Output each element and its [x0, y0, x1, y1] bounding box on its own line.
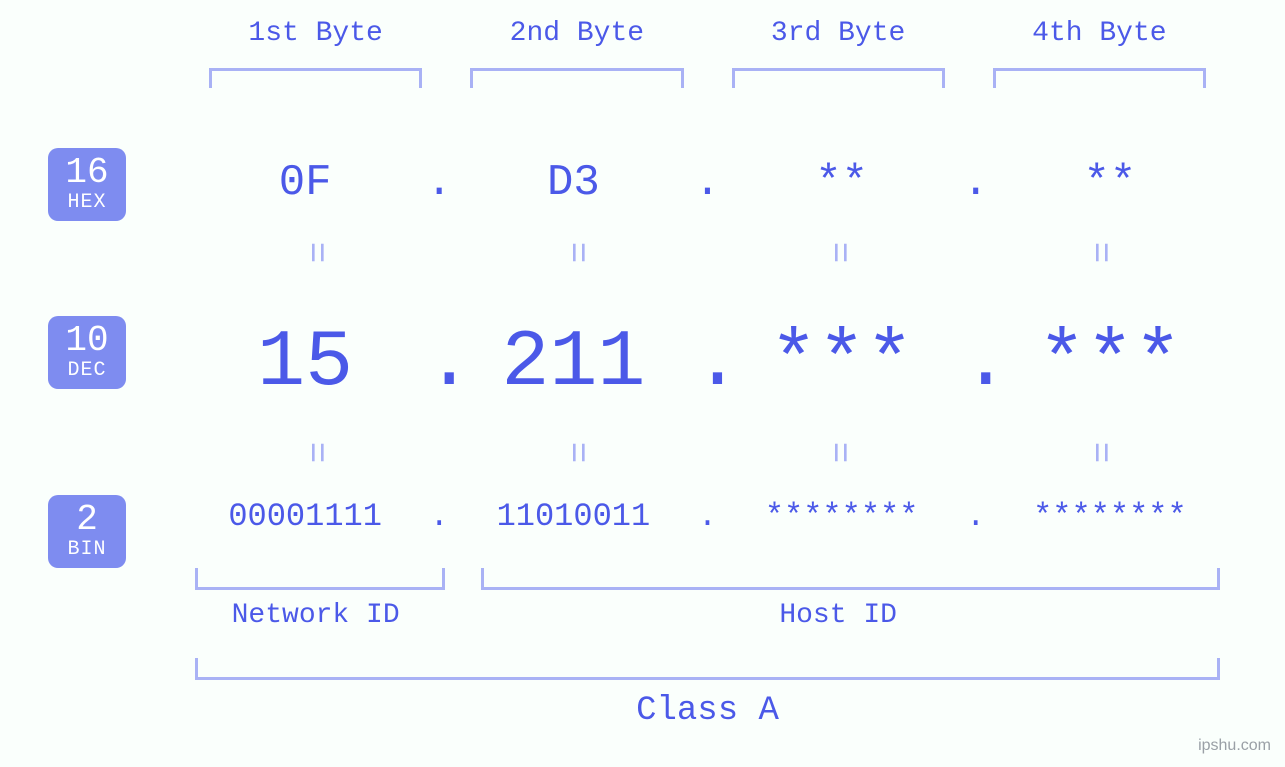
- bin-byte-2: 11010011: [453, 498, 693, 535]
- base-num-dec: 10: [48, 322, 126, 360]
- base-num-bin: 2: [48, 501, 126, 539]
- bracket-network: [195, 568, 445, 590]
- bracket-byte-4: [993, 68, 1206, 88]
- label-class: Class A: [185, 692, 1230, 730]
- dot-icon: .: [694, 158, 722, 208]
- equals-row-1: = = = =: [185, 232, 1230, 273]
- top-brackets: [185, 68, 1230, 98]
- dot-icon: .: [962, 318, 990, 409]
- network-host-labels: Network ID Host ID: [185, 600, 1230, 631]
- base-abbr-hex: HEX: [48, 192, 126, 213]
- label-network-id: Network ID: [185, 600, 446, 631]
- byte-header-2: 2nd Byte: [446, 18, 707, 49]
- base-abbr-dec: DEC: [48, 360, 126, 381]
- dot-icon: .: [425, 498, 453, 535]
- equals-icon: =: [1079, 322, 1120, 583]
- dot-icon: .: [425, 318, 453, 409]
- watermark: ipshu.com: [1198, 737, 1271, 755]
- dot-icon: .: [694, 498, 722, 535]
- byte-header-4: 4th Byte: [969, 18, 1230, 49]
- byte-header-3: 3rd Byte: [708, 18, 969, 49]
- ip-diagram: 1st Byte 2nd Byte 3rd Byte 4th Byte 16 H…: [0, 0, 1285, 767]
- bracket-byte-2: [470, 68, 683, 88]
- dot-icon: .: [425, 158, 453, 208]
- bracket-byte-1: [209, 68, 422, 88]
- bin-byte-4: ********: [990, 498, 1230, 535]
- label-host-id: Host ID: [446, 600, 1230, 631]
- dot-icon: .: [962, 498, 990, 535]
- equals-icon: =: [818, 322, 859, 583]
- dot-icon: .: [694, 318, 722, 409]
- bracket-byte-3: [732, 68, 945, 88]
- bin-row: 00001111 . 11010011 . ******** . *******…: [185, 498, 1230, 535]
- dec-row: 15 . 211 . *** . ***: [185, 318, 1230, 409]
- bracket-host: [481, 568, 1220, 590]
- base-num-hex: 16: [48, 154, 126, 192]
- base-abbr-bin: BIN: [48, 539, 126, 560]
- equals-icon: =: [556, 322, 597, 583]
- hex-row: 0F . D3 . ** . **: [185, 158, 1230, 208]
- byte-headers-row: 1st Byte 2nd Byte 3rd Byte 4th Byte: [185, 18, 1230, 49]
- base-badge-hex: 16 HEX: [48, 148, 126, 221]
- dot-icon: .: [962, 158, 990, 208]
- network-host-brackets: [185, 568, 1230, 590]
- equals-row-2: = = = =: [185, 432, 1230, 473]
- bracket-class: [195, 658, 1220, 680]
- bin-byte-1: 00001111: [185, 498, 425, 535]
- base-badge-bin: 2 BIN: [48, 495, 126, 568]
- equals-icon: =: [295, 322, 336, 583]
- bin-byte-3: ********: [722, 498, 962, 535]
- byte-header-1: 1st Byte: [185, 18, 446, 49]
- base-badge-dec: 10 DEC: [48, 316, 126, 389]
